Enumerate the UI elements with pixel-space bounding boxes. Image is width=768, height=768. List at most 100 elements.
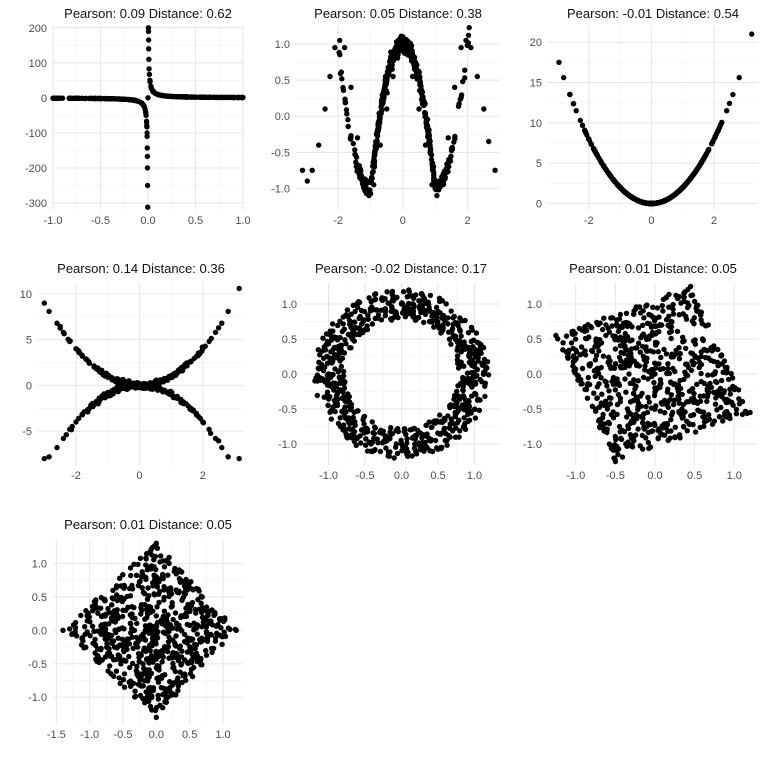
data-point: [446, 336, 453, 342]
data-point: [422, 311, 429, 317]
data-point: [332, 380, 339, 386]
data-point: [698, 353, 704, 360]
data-point: [339, 355, 346, 361]
data-point: [367, 191, 373, 197]
data-point: [701, 380, 707, 386]
data-point: [153, 566, 159, 573]
data-point: [76, 349, 82, 355]
data-point: [650, 304, 656, 310]
data-point: [635, 426, 641, 432]
x-tick-label: 0.0: [149, 729, 164, 741]
data-point: [420, 97, 427, 104]
data-point: [121, 582, 127, 589]
data-point: [388, 303, 395, 310]
data-point: [116, 96, 122, 102]
data-point: [577, 117, 583, 124]
data-point: [370, 430, 376, 436]
data-point: [203, 647, 209, 654]
data-point: [712, 378, 719, 385]
data-point: [452, 409, 458, 416]
data-point: [394, 51, 400, 57]
y-tick-label: -200: [25, 163, 47, 175]
data-point: [92, 599, 98, 606]
data-point: [389, 291, 395, 297]
data-point: [455, 383, 461, 389]
data-point: [87, 633, 93, 639]
data-point: [116, 675, 122, 681]
data-point: [668, 392, 675, 398]
data-point: [223, 94, 229, 101]
data-point: [402, 314, 409, 320]
data-point: [713, 395, 719, 401]
data-point: [612, 346, 619, 352]
data-point: [665, 361, 671, 367]
data-point: [98, 605, 104, 611]
data-point: [676, 410, 683, 416]
data-point: [112, 618, 119, 624]
y-tick-label: 0: [41, 93, 47, 105]
data-point: [676, 188, 682, 194]
data-point: [173, 571, 179, 577]
data-point: [671, 381, 677, 388]
data-point: [648, 428, 655, 435]
data-point: [388, 425, 394, 431]
data-point: [648, 324, 655, 330]
data-point: [686, 420, 692, 427]
data-point: [622, 376, 628, 382]
data-point: [434, 418, 440, 424]
data-point: [461, 423, 468, 429]
minor-gridlines: [548, 26, 758, 210]
data-point: [110, 596, 117, 602]
data-point: [177, 669, 183, 675]
data-point: [429, 319, 435, 325]
data-point: [182, 583, 188, 590]
data-point: [133, 572, 140, 578]
data-point: [232, 626, 239, 633]
data-point: [471, 364, 478, 370]
data-point: [213, 623, 219, 629]
data-point: [387, 449, 393, 455]
chart-panel-2: -2 0 2 -1.0 -0.5 0.0 0.5 1.0 Pearson: 0.05 Dista…: [271, 6, 500, 227]
data-point: [72, 625, 79, 631]
data-point: [374, 128, 380, 134]
data-point: [145, 37, 152, 43]
data-point: [663, 317, 670, 323]
data-point: [189, 407, 195, 413]
data-points: [312, 287, 492, 461]
data-point: [736, 396, 742, 402]
data-point: [163, 699, 169, 705]
data-point: [624, 441, 630, 447]
data-point: [472, 406, 478, 412]
data-point: [350, 140, 356, 147]
data-point: [460, 374, 466, 381]
data-point: [612, 387, 618, 393]
data-point: [385, 300, 391, 306]
data-point: [716, 414, 723, 420]
data-point: [650, 314, 657, 321]
data-point: [98, 395, 104, 401]
data-point: [105, 650, 111, 657]
data-point: [431, 176, 438, 183]
data-point: [670, 311, 677, 317]
data-point: [575, 373, 582, 379]
data-point: [474, 73, 480, 80]
data-point: [212, 635, 219, 641]
data-point: [153, 625, 159, 631]
data-point: [181, 638, 188, 645]
data-point: [109, 391, 115, 397]
data-point: [158, 553, 164, 559]
data-point: [433, 304, 440, 311]
data-point: [99, 622, 105, 628]
data-point: [672, 424, 678, 430]
data-point: [146, 691, 153, 697]
data-point: [203, 628, 210, 635]
data-point: [691, 390, 697, 397]
data-point: [372, 291, 378, 298]
y-tick-label: -0.5: [278, 404, 297, 416]
data-point: [128, 621, 134, 627]
data-point: [131, 627, 138, 634]
data-point: [381, 94, 387, 101]
data-point: [151, 572, 157, 578]
data-point: [89, 623, 96, 629]
data-point: [328, 416, 335, 422]
